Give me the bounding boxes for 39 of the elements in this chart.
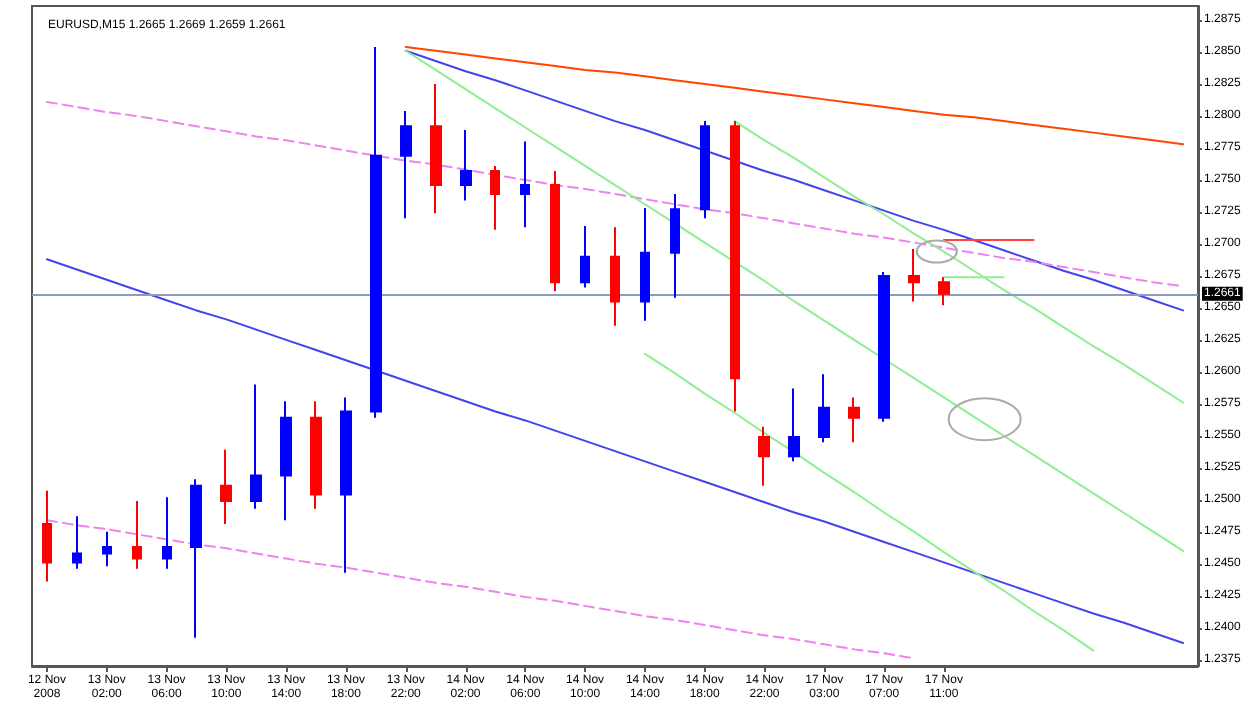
candlestick — [340, 396, 352, 574]
line-series — [404, 45, 1185, 146]
candlestick — [610, 226, 620, 327]
candlestick — [250, 383, 262, 510]
candlestick — [520, 140, 530, 229]
candlestick — [370, 45, 382, 419]
candlestick — [580, 225, 590, 289]
line-series — [404, 49, 1185, 312]
candlestick — [848, 396, 860, 444]
candlestick — [280, 400, 292, 522]
candlestick — [550, 170, 560, 293]
candlestick — [670, 193, 680, 299]
candlestick — [42, 489, 52, 583]
candlestick — [400, 109, 412, 220]
candlestick — [788, 387, 800, 463]
candlestick — [818, 373, 830, 444]
candlestick — [938, 276, 950, 307]
candlestick — [730, 120, 740, 413]
candlestick — [310, 400, 322, 510]
candlestick — [460, 129, 472, 202]
line-series — [45, 519, 915, 660]
candlestick — [758, 425, 770, 487]
line-series — [643, 352, 1095, 652]
candlestick — [102, 530, 112, 568]
candlestick — [132, 500, 142, 570]
candlestick — [220, 448, 232, 526]
candlestick — [700, 120, 710, 220]
candlestick — [72, 515, 82, 570]
candlestick — [490, 164, 500, 231]
line-series — [45, 258, 1185, 644]
line-series — [404, 49, 1185, 552]
candlestick — [430, 83, 442, 215]
line-series — [45, 100, 1185, 288]
candlestick — [162, 496, 172, 570]
candlestick — [190, 478, 202, 639]
line-series — [733, 120, 1185, 404]
candlestick — [640, 207, 650, 322]
candlestick — [878, 271, 890, 423]
candlestick — [908, 248, 920, 303]
